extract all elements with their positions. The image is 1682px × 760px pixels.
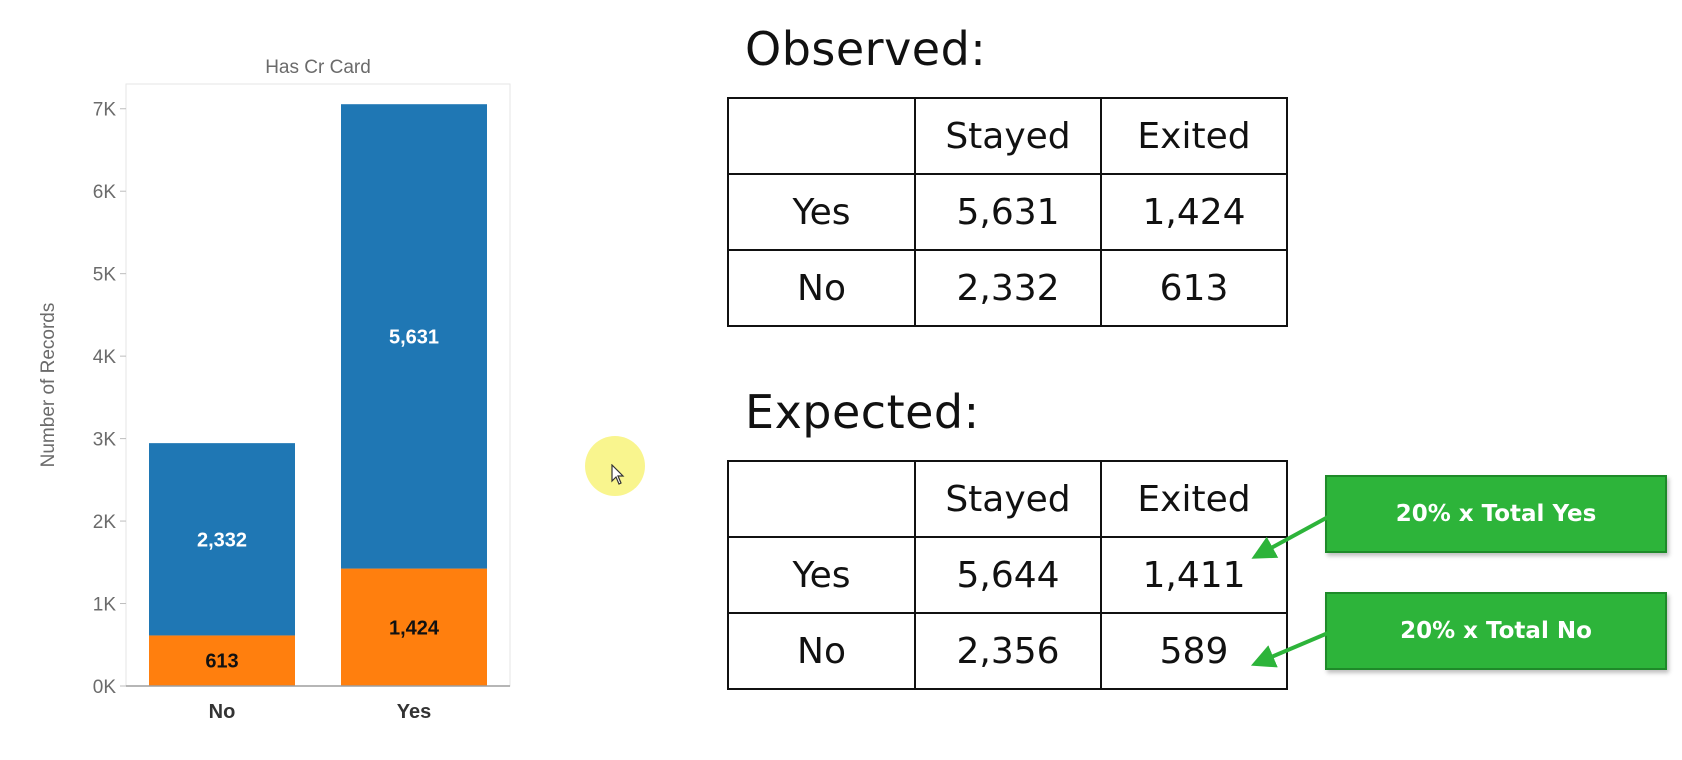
y-tick-label: 3K bbox=[93, 430, 117, 451]
expected-no-stayed: 2,356 bbox=[914, 612, 1102, 690]
x-category-label: No bbox=[209, 701, 236, 720]
y-tick-label: 7K bbox=[93, 100, 117, 121]
bar-segment bbox=[341, 568, 487, 686]
y-tick-label: 0K bbox=[93, 677, 117, 698]
header-exited: Exited bbox=[1100, 97, 1288, 175]
row-label-yes: Yes bbox=[727, 173, 916, 251]
y-axis-label: Number of Records bbox=[38, 303, 59, 468]
expected-title: Expected: bbox=[745, 385, 980, 439]
cursor-icon bbox=[611, 464, 625, 485]
y-tick-label: 6K bbox=[93, 182, 117, 203]
expected-no-exited: 589 bbox=[1100, 612, 1288, 690]
table-row: No 2,356 589 bbox=[727, 612, 1288, 690]
bar-segment bbox=[341, 104, 487, 569]
observed-yes-exited: 1,424 bbox=[1100, 173, 1288, 251]
observed-title: Observed: bbox=[745, 22, 987, 76]
bar-data-label: 5,631 bbox=[389, 326, 439, 348]
x-category-label: Yes bbox=[397, 701, 431, 720]
y-tick-label: 1K bbox=[93, 595, 117, 616]
expected-yes-exited: 1,411 bbox=[1100, 536, 1288, 614]
header-stayed: Stayed bbox=[914, 97, 1102, 175]
table-row: Yes 5,631 1,424 bbox=[727, 173, 1288, 251]
expected-yes-stayed: 5,644 bbox=[914, 536, 1102, 614]
bar-segment bbox=[149, 443, 295, 636]
expected-table: Stayed Exited Yes 5,644 1,411 No 2,356 5… bbox=[727, 460, 1288, 690]
header-empty-cell bbox=[727, 460, 916, 538]
cursor-highlight bbox=[585, 436, 645, 496]
observed-table: Stayed Exited Yes 5,631 1,424 No 2,332 6… bbox=[727, 97, 1288, 327]
y-tick-label: 2K bbox=[93, 512, 117, 533]
bar-data-label: 2,332 bbox=[197, 529, 247, 551]
header-stayed: Stayed bbox=[914, 460, 1102, 538]
row-label-no: No bbox=[727, 612, 916, 690]
table-row: No 2,332 613 bbox=[727, 249, 1288, 327]
observed-no-exited: 613 bbox=[1100, 249, 1288, 327]
row-label-yes: Yes bbox=[727, 536, 916, 614]
y-tick-label: 4K bbox=[93, 347, 117, 368]
chart-title: Has Cr Card bbox=[265, 57, 371, 78]
note-total-no: 20% x Total No bbox=[1325, 592, 1667, 670]
observed-yes-stayed: 5,631 bbox=[914, 173, 1102, 251]
observed-no-stayed: 2,332 bbox=[914, 249, 1102, 327]
row-label-no: No bbox=[727, 249, 916, 327]
bar-data-label: 613 bbox=[205, 651, 238, 673]
bar-data-label: 1,424 bbox=[389, 617, 440, 639]
bar-segment bbox=[149, 635, 295, 686]
header-exited: Exited bbox=[1100, 460, 1288, 538]
table-header-row: Stayed Exited bbox=[727, 460, 1288, 538]
table-header-row: Stayed Exited bbox=[727, 97, 1288, 175]
y-tick-label: 5K bbox=[93, 265, 117, 286]
note-total-yes: 20% x Total Yes bbox=[1325, 475, 1667, 553]
stacked-bar-chart: Has Cr Card Number of Records 0K 1K 2K 3K 4K 5K… bbox=[38, 57, 511, 720]
table-row: Yes 5,644 1,411 bbox=[727, 536, 1288, 614]
header-empty-cell bbox=[727, 97, 916, 175]
